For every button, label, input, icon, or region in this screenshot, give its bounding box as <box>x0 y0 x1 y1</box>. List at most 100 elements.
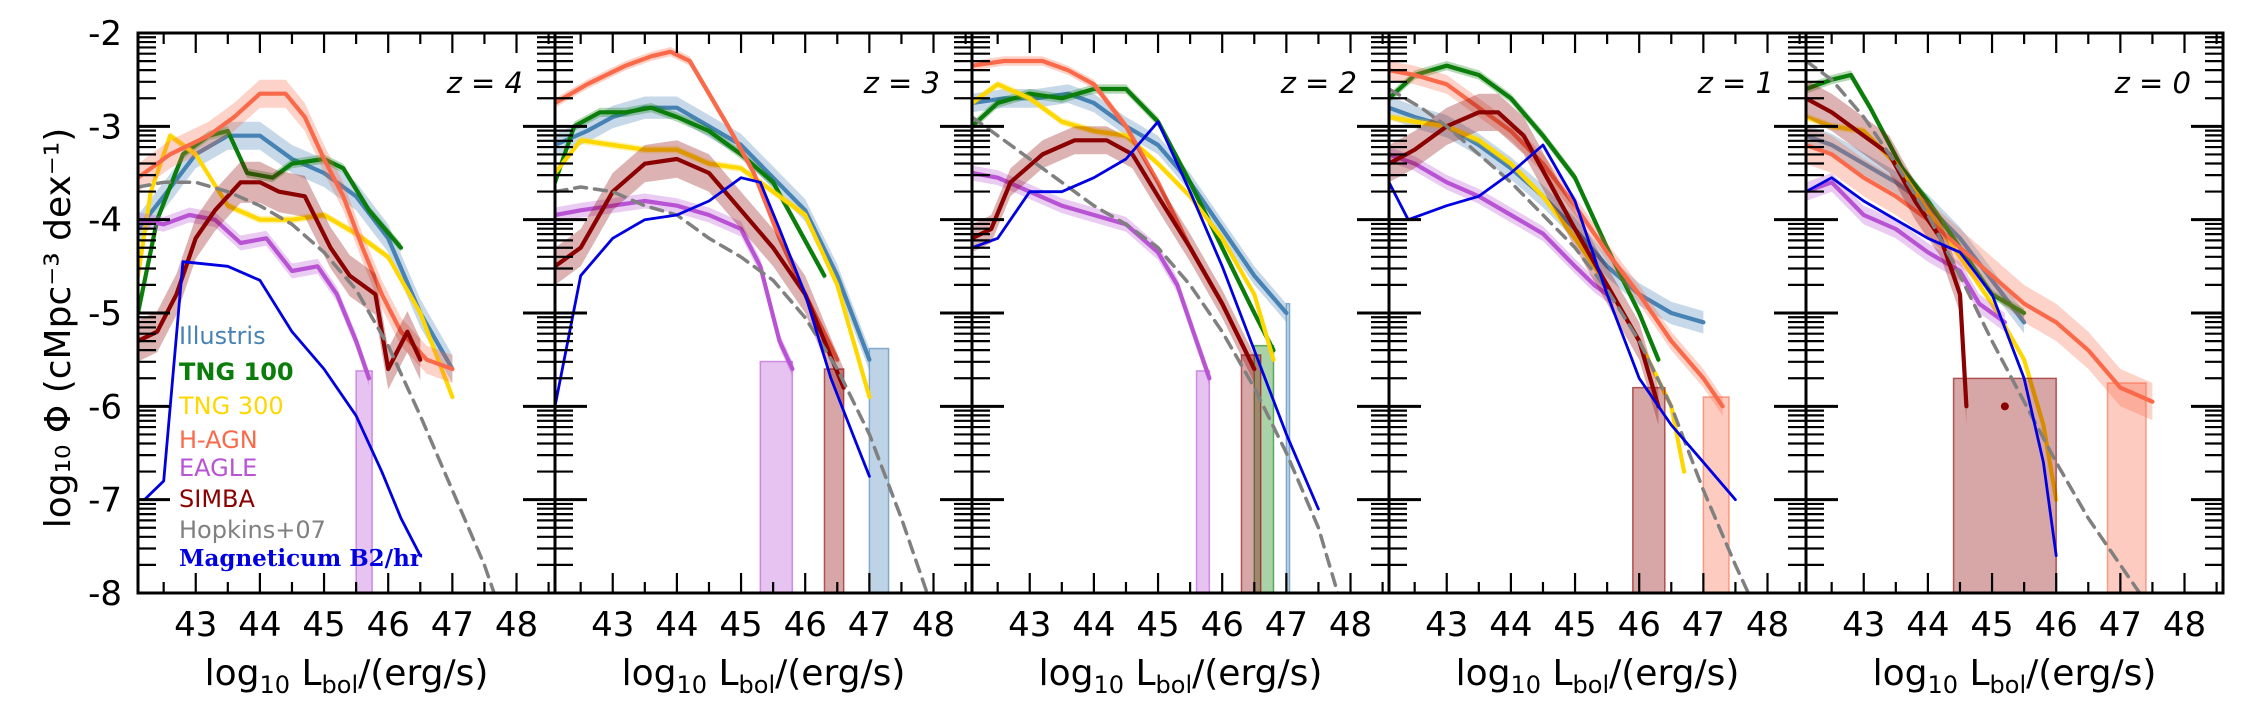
plot-area <box>1389 61 1751 593</box>
x-tick-label: 43 <box>1842 605 1885 645</box>
line-eagle <box>1389 152 1616 302</box>
band-illustris <box>138 121 453 383</box>
x-axis-title-part: /(erg/s) <box>2026 653 2156 694</box>
panel-frame <box>970 31 1391 595</box>
line-eagle <box>555 198 795 372</box>
band-eagle <box>972 165 1210 386</box>
band-illustris <box>555 96 870 371</box>
redshift-label: z = 0 <box>2114 66 2191 100</box>
line-magneticum-b2-hr <box>143 260 422 558</box>
line-illustris <box>555 105 872 362</box>
x-axis-title-part: /(erg/s) <box>1609 653 1739 694</box>
legend-entry: Magneticum B2/hr <box>179 545 423 572</box>
legend-entry: H-AGN <box>179 426 258 454</box>
plot-area <box>1806 59 2155 593</box>
lower-limit-simba <box>1632 386 1666 593</box>
line-simba <box>972 138 1257 372</box>
x-axis-title-part: log <box>622 653 677 694</box>
x-axis-title-part: L <box>1541 653 1573 694</box>
line-tng-300 <box>138 133 455 400</box>
lower-limit-illustris <box>868 347 890 593</box>
line-eagle <box>972 170 1212 381</box>
x-axis-title-part: bol <box>739 671 776 699</box>
x-tick-label: 45 <box>1970 605 2013 645</box>
line-simba <box>1806 96 1969 409</box>
x-axis-title: log10 Lbol/(erg/s) <box>1873 653 2157 699</box>
x-axis-title-part: L <box>707 653 739 694</box>
lower-limit-eagle <box>759 360 794 593</box>
x-tick-label: 47 <box>848 605 891 645</box>
x-tick-label: 45 <box>719 605 762 645</box>
band-h-agn <box>1806 126 2153 421</box>
x-tick-label: 46 <box>1618 605 1661 645</box>
plot-area <box>555 47 929 593</box>
line-tng-300 <box>972 82 1276 362</box>
redshift-label: z = 1 <box>1697 66 1774 100</box>
x-tick-label: 48 <box>2163 605 2206 645</box>
line-hopkins-07 <box>1806 59 2142 593</box>
band-eagle <box>1389 146 1614 307</box>
data-point <box>2000 402 2009 411</box>
plot-area <box>972 56 1340 593</box>
y-tick-label: -3 <box>88 107 122 147</box>
band-simba <box>555 140 844 407</box>
line-simba <box>1389 110 1661 409</box>
line-hopkins-07 <box>972 115 1340 593</box>
x-tick-label: 43 <box>1425 605 1468 645</box>
line-magneticum-b2-hr <box>555 176 871 478</box>
x-tick-label: 43 <box>591 605 634 645</box>
redshift-label: z = 4 <box>446 66 523 100</box>
plot-area <box>138 79 496 593</box>
x-tick-label: 45 <box>302 605 345 645</box>
x-axis-title: log10 Lbol/(erg/s) <box>205 653 489 699</box>
lower-limit-illustris <box>1285 302 1291 593</box>
line-h-agn <box>1389 68 1725 409</box>
x-axis-title-part: /(erg/s) <box>358 653 488 694</box>
legend-entry: Hopkins+07 <box>179 516 326 544</box>
x-axis-title: log10 Lbol/(erg/s) <box>1039 653 1323 699</box>
line-tng-100 <box>972 86 1276 353</box>
legend-entry: Illustris <box>179 322 266 350</box>
x-axis-title-part: 10 <box>1093 671 1124 699</box>
x-tick-label: 45 <box>1553 605 1596 645</box>
line-eagle <box>138 212 372 381</box>
line-tng-300 <box>555 138 872 400</box>
x-axis-title: log10 Lbol/(erg/s) <box>1456 653 1740 699</box>
line-illustris <box>138 133 455 372</box>
band-eagle <box>1806 173 2005 332</box>
lower-limit-h-agn <box>1702 396 1730 593</box>
y-axis-title: log₁₀ Φ (cMpc⁻³ dex⁻¹) <box>38 128 79 529</box>
x-axis-title-part: 10 <box>259 671 290 699</box>
y-tick-label: -4 <box>88 201 122 241</box>
line-hopkins-07 <box>1389 87 1751 593</box>
y-tick-label: -6 <box>88 387 122 427</box>
legend-entry: SIMBA <box>179 485 255 513</box>
x-axis-title-part: /(erg/s) <box>775 653 905 694</box>
x-tick-label: 44 <box>238 605 281 645</box>
x-tick-label: 47 <box>1265 605 1308 645</box>
line-simba <box>555 156 846 390</box>
lower-limit-tng-100 <box>1253 344 1275 593</box>
line-h-agn <box>555 49 840 362</box>
line-h-agn <box>138 91 455 372</box>
x-axis-title-part: bol <box>1990 671 2027 699</box>
y-tick-label: -7 <box>88 481 122 521</box>
y-tick-label: -2 <box>88 14 122 54</box>
x-axis-title-part: log <box>1039 653 1094 694</box>
x-axis-title-part: L <box>290 653 322 694</box>
x-axis-title-part: log <box>205 653 260 694</box>
line-h-agn <box>1806 142 2155 404</box>
x-tick-label: 43 <box>174 605 217 645</box>
x-axis-title-part: L <box>1124 653 1156 694</box>
x-tick-label: 46 <box>1201 605 1244 645</box>
x-axis-title-part: 10 <box>1510 671 1541 699</box>
legend-entry: TNG 100 <box>179 358 294 386</box>
lower-limit-eagle <box>1195 370 1211 593</box>
x-tick-label: 47 <box>431 605 474 645</box>
line-hopkins-07 <box>138 180 496 593</box>
x-tick-label: 45 <box>1136 605 1179 645</box>
